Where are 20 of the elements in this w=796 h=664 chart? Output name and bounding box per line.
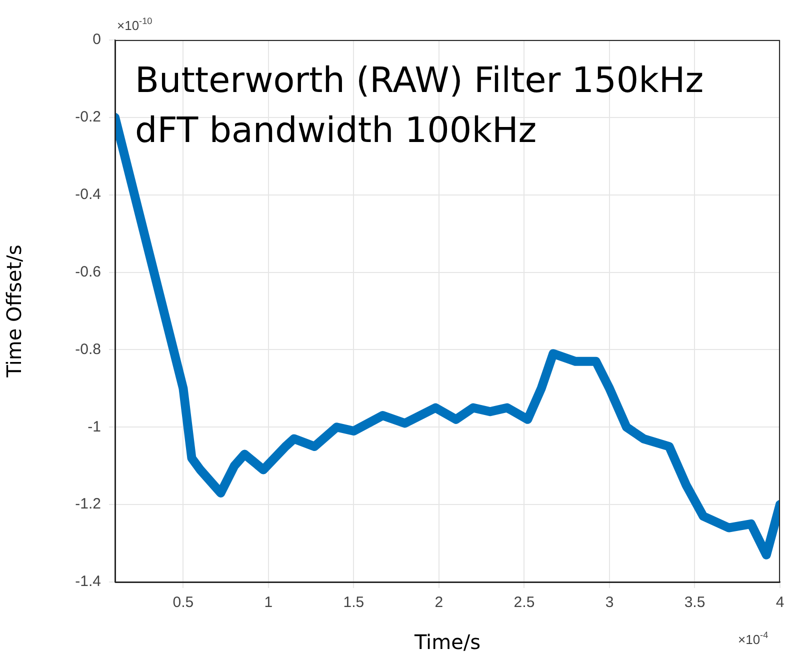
- x-tick-label: 0.5: [172, 594, 194, 612]
- y-tick-label: 0: [92, 31, 101, 48]
- x-tick-label: 3.5: [684, 594, 706, 612]
- y-tick-label: -0.4: [75, 186, 101, 203]
- y-axis-title: Time Offset/s: [2, 244, 26, 378]
- x-tick-label: 1: [264, 594, 273, 612]
- y-tick-label: -1.2: [75, 496, 101, 513]
- y-tick-label: -0.6: [75, 263, 101, 280]
- text: Butterworth (RAW) Filter 150kHz: [135, 61, 704, 101]
- x-tick-label: 1.5: [343, 594, 364, 612]
- text: dFT bandwidth 100kHz: [135, 111, 537, 151]
- x-tick-label: 4: [776, 594, 784, 612]
- x-tick-label: 2.5: [514, 594, 535, 612]
- y-tick-label: -0.2: [75, 108, 101, 126]
- x-tick-label: 2: [434, 594, 444, 612]
- x-axis-title: Time/s: [413, 630, 481, 654]
- y-tick-label: -0.8: [75, 340, 101, 358]
- y-tick-label: -1: [88, 418, 101, 436]
- x-tick-label: 3: [605, 594, 614, 612]
- y-tick-label: -1.4: [75, 573, 101, 590]
